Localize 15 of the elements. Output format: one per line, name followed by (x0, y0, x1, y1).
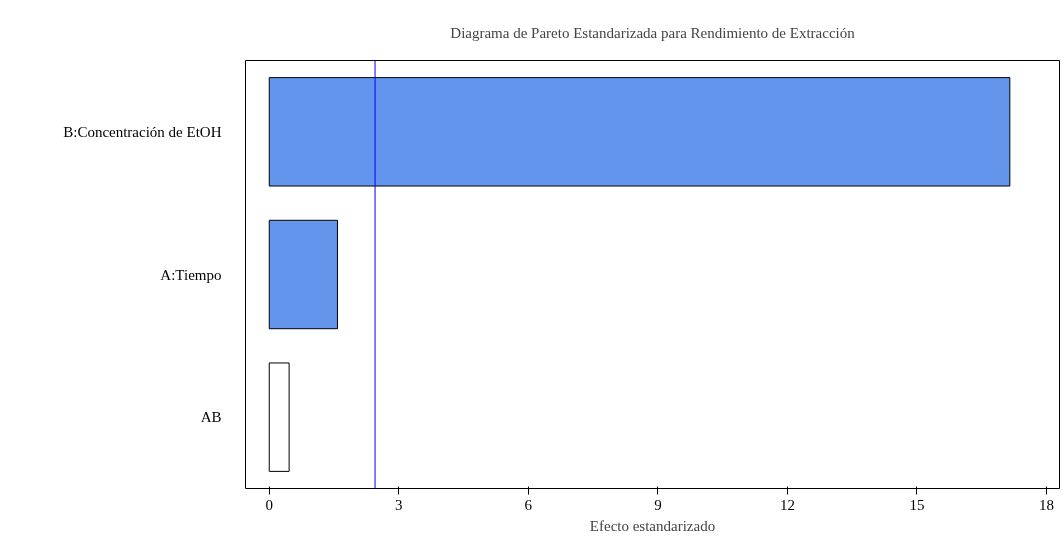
bar (268, 219, 338, 330)
x-tick-label: 12 (779, 496, 795, 513)
x-tick-label: 0 (265, 496, 273, 513)
y-tick-label: B:Concentración de EtOH (63, 123, 222, 140)
x-tick-label: 18 (1039, 496, 1055, 513)
y-tick-label: AB (200, 409, 222, 426)
x-axis-title: Efecto estandarizado (589, 517, 716, 534)
x-tick-label: 15 (909, 496, 925, 513)
chart-title: Diagrama de Pareto Estandarizada para Rendimiento de Extracción (450, 24, 856, 41)
x-tick-label: 6 (524, 496, 533, 513)
x-tick-label: 9 (654, 496, 662, 513)
bar (268, 77, 1011, 187)
y-tick-label: A:Tiempo (160, 266, 222, 283)
x-tick-label: 3 (395, 496, 403, 513)
bar (268, 362, 290, 472)
